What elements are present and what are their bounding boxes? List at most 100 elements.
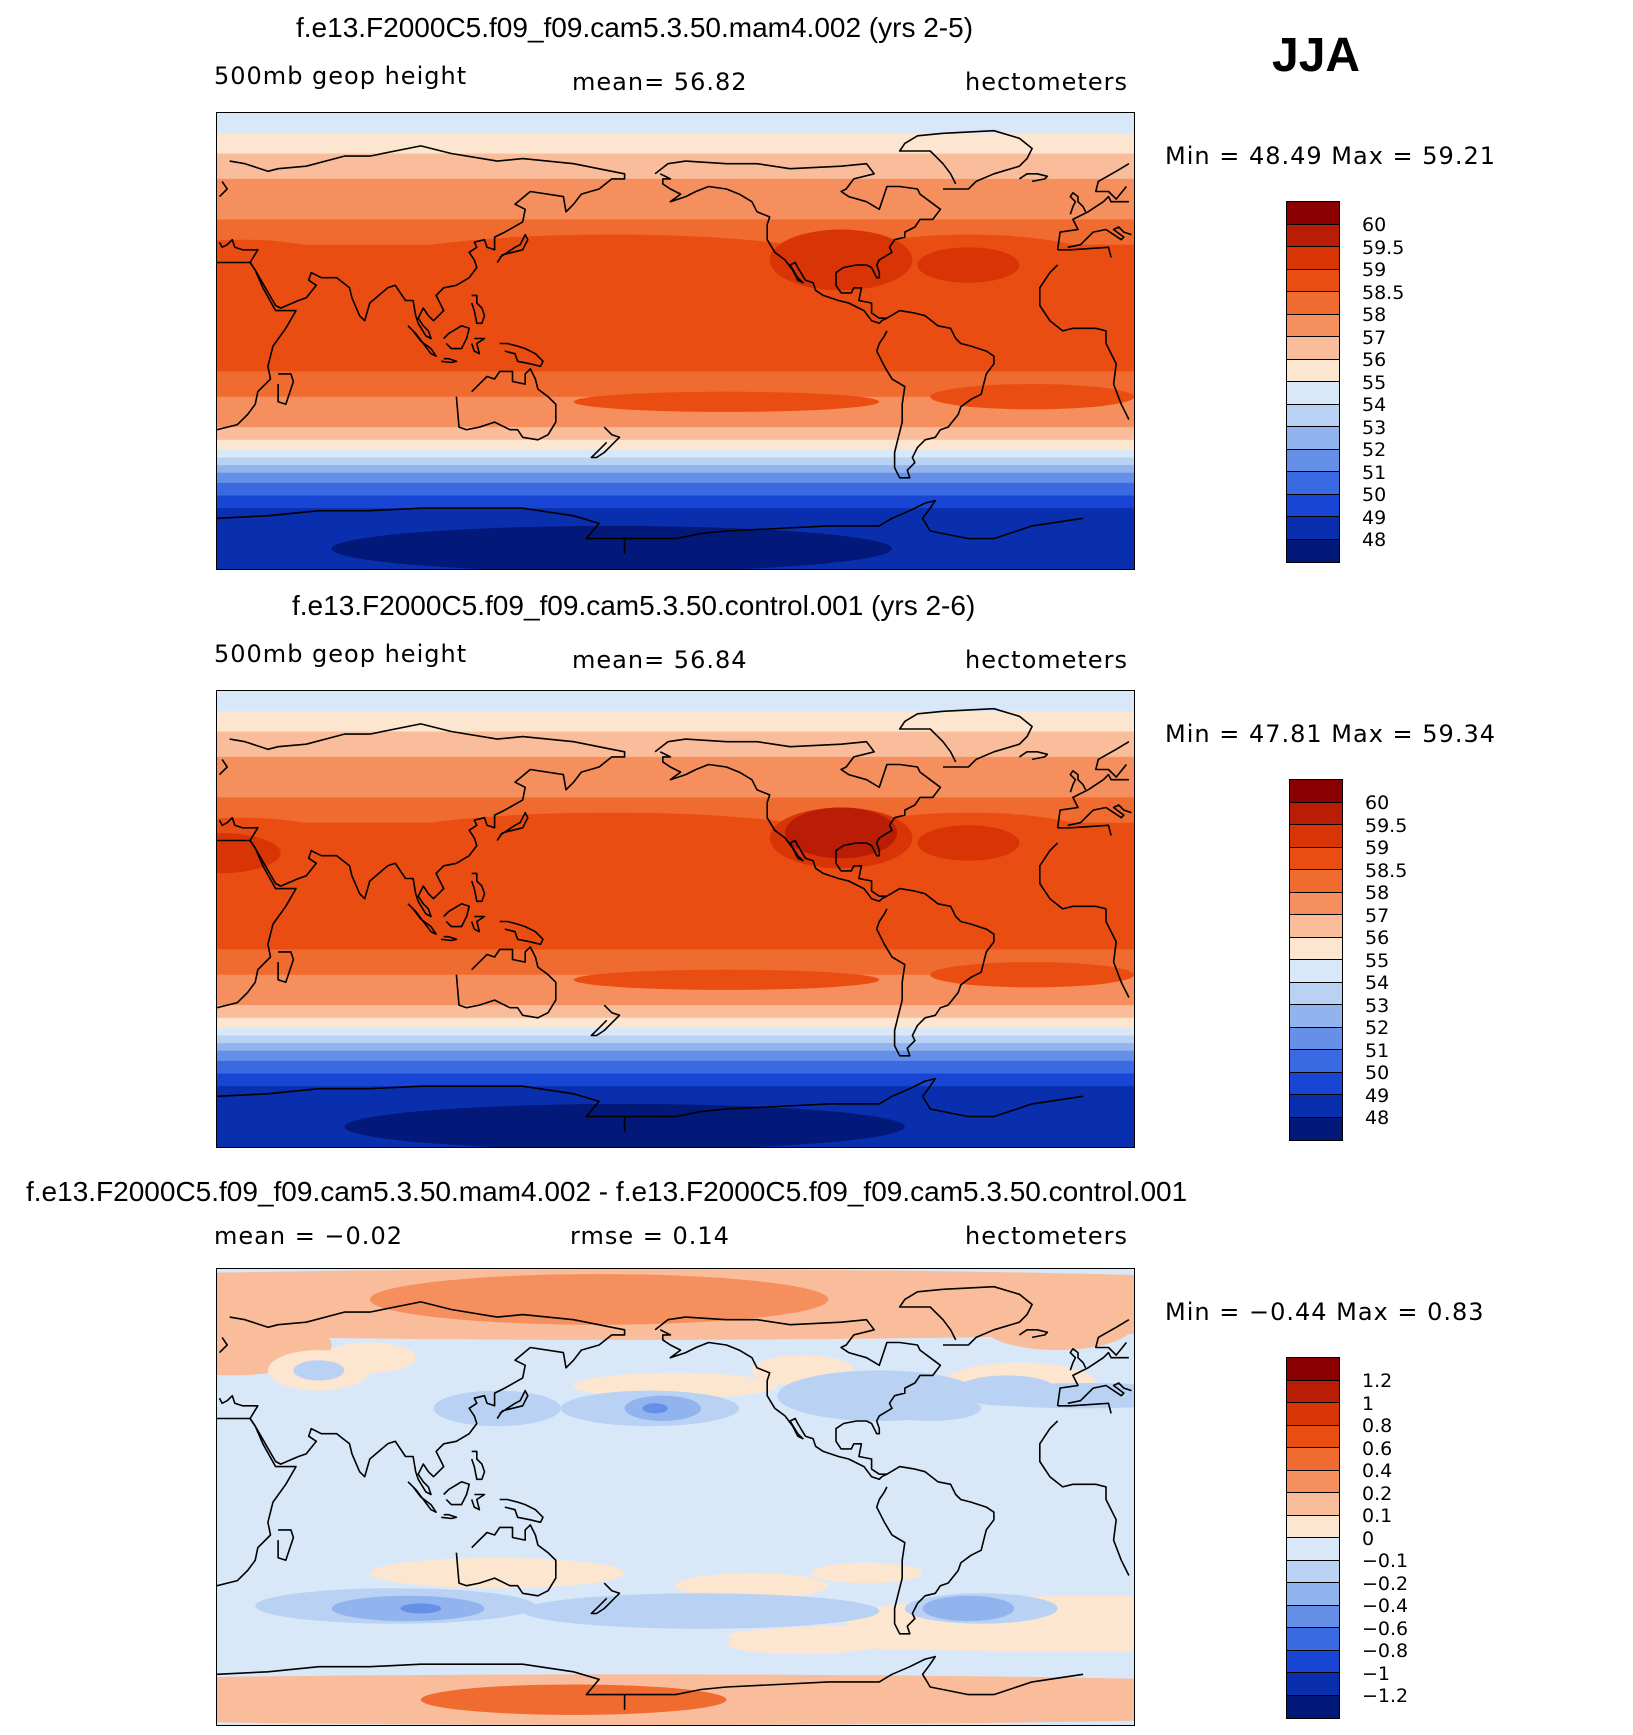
contour-cell (573, 391, 880, 412)
coastline (499, 1498, 544, 1524)
colorbar-swatch (1287, 269, 1339, 292)
panel-1-map (216, 112, 1135, 570)
colorbar-tick-label: 56 (1365, 927, 1390, 949)
coastline (217, 1077, 1084, 1132)
panel-1-colorbar (1286, 201, 1340, 563)
colorbar-tick-label: 53 (1365, 994, 1390, 1017)
colorbar-tick-label: 1.2 (1362, 1370, 1393, 1392)
colorbar-tick-label: 0.1 (1362, 1505, 1393, 1527)
colorbar-swatch (1287, 314, 1339, 337)
coastline (898, 707, 1033, 768)
contour-cell (930, 962, 1134, 988)
colorbar-swatch (1290, 1095, 1342, 1118)
colorbar-tick-label: 52 (1365, 1017, 1390, 1039)
colorbar-swatch (1287, 1448, 1339, 1471)
colorbar-tick-label: 60 (1365, 792, 1390, 814)
coastline (470, 337, 486, 355)
coastline (499, 342, 544, 368)
colorbar-swatch (1287, 1515, 1339, 1538)
contour-band (217, 465, 1134, 474)
colorbar-swatch (1287, 1560, 1339, 1583)
contour-cell (726, 1633, 880, 1655)
colorbar-swatch (1287, 1403, 1339, 1426)
colorbar-tick-label: 58.5 (1362, 281, 1405, 304)
colorbar-tick-label: 49 (1362, 506, 1387, 529)
contour-cell (369, 812, 854, 874)
colorbar-swatch (1287, 1493, 1339, 1516)
contour-cell (922, 1595, 1015, 1622)
panel-3-title: f.e13.F2000C5.f09_f09.cam5.3.50.mam4.002… (26, 1176, 1188, 1207)
colorbar-tick-label: 52 (1362, 439, 1387, 461)
contour-band (217, 482, 1134, 497)
colorbar-tick-label: 49 (1365, 1084, 1390, 1107)
colorbar-swatch (1287, 1628, 1339, 1651)
panel-1-units: hectometers (965, 68, 1128, 96)
colorbar-tick-label: −0.2 (1362, 1572, 1409, 1595)
colorbar-swatch (1290, 1072, 1342, 1095)
panel-3-mean: mean = −0.02 (214, 1222, 403, 1250)
colorbar-swatch (1287, 427, 1339, 450)
coastline (441, 935, 458, 942)
colorbar-tick-label: 53 (1362, 416, 1387, 439)
colorbar-tick-label: 0 (1362, 1527, 1375, 1550)
colorbar-tick-label: 51 (1362, 461, 1387, 484)
coastline (455, 368, 557, 441)
colorbar-swatch (1287, 1380, 1339, 1403)
coastline (277, 951, 295, 984)
colorbar-tick-label: 58 (1365, 882, 1390, 904)
colorbar-tick-label: 55 (1365, 949, 1390, 972)
panel-2-map (216, 690, 1135, 1148)
contour-cell (642, 1403, 668, 1414)
coastline (1018, 1329, 1049, 1339)
colorbar-swatch (1287, 1673, 1339, 1696)
colorbar-swatch (1287, 449, 1339, 472)
coastline (898, 129, 1033, 190)
contour-band (217, 153, 1134, 180)
contour-cell (400, 1603, 442, 1614)
colorbar-swatch (1287, 1583, 1339, 1606)
panel-2-colorbar (1289, 779, 1343, 1141)
coastline (218, 145, 1132, 340)
coastline (455, 1524, 557, 1597)
colorbar-tick-label: 54 (1365, 972, 1390, 994)
colorbar-tick-label: 57 (1362, 326, 1387, 349)
colorbar-swatch (1290, 847, 1342, 870)
coastline (441, 357, 458, 364)
colorbar-tick-label: 58 (1362, 304, 1387, 326)
colorbar-tick-label: 48 (1362, 529, 1387, 551)
colorbar-swatch (1290, 825, 1342, 848)
contour-band (217, 495, 1134, 510)
colorbar-swatch (1287, 1358, 1339, 1381)
contour-band (217, 457, 1134, 467)
coastline (1018, 751, 1049, 761)
contour-cell (331, 525, 892, 569)
colorbar-swatch (1287, 1650, 1339, 1673)
panel-2-variable: 500mb geop height (214, 640, 468, 668)
colorbar-tick-label: 57 (1365, 904, 1390, 927)
colorbar-swatch (1290, 1117, 1342, 1140)
panel-3-map (216, 1268, 1135, 1726)
contour-band (217, 711, 1134, 733)
contour-band (217, 691, 1134, 713)
coastline (470, 1493, 486, 1511)
coastline (590, 1582, 621, 1615)
coastline (590, 426, 621, 459)
panel-3-minmax: Min = −0.44 Max = 0.83 (1165, 1298, 1485, 1326)
colorbar-tick-label: 56 (1362, 349, 1387, 371)
coastline (875, 1465, 995, 1635)
contour-band (217, 449, 1134, 459)
contour-cell (777, 1370, 982, 1421)
colorbar-swatch (1290, 960, 1342, 983)
panel-3-units: hectometers (965, 1222, 1128, 1250)
coastline (443, 903, 470, 928)
colorbar-swatch (1290, 870, 1342, 893)
colorbar-tick-label: −1 (1362, 1662, 1391, 1685)
contour-cell (217, 239, 345, 291)
contour-cell (573, 969, 880, 990)
coastline (407, 903, 437, 935)
coastline (218, 1301, 1132, 1496)
coastline (470, 294, 486, 325)
colorbar-tick-label: 54 (1362, 394, 1387, 416)
colorbar-swatch (1287, 337, 1339, 360)
coastline (1069, 1348, 1087, 1371)
